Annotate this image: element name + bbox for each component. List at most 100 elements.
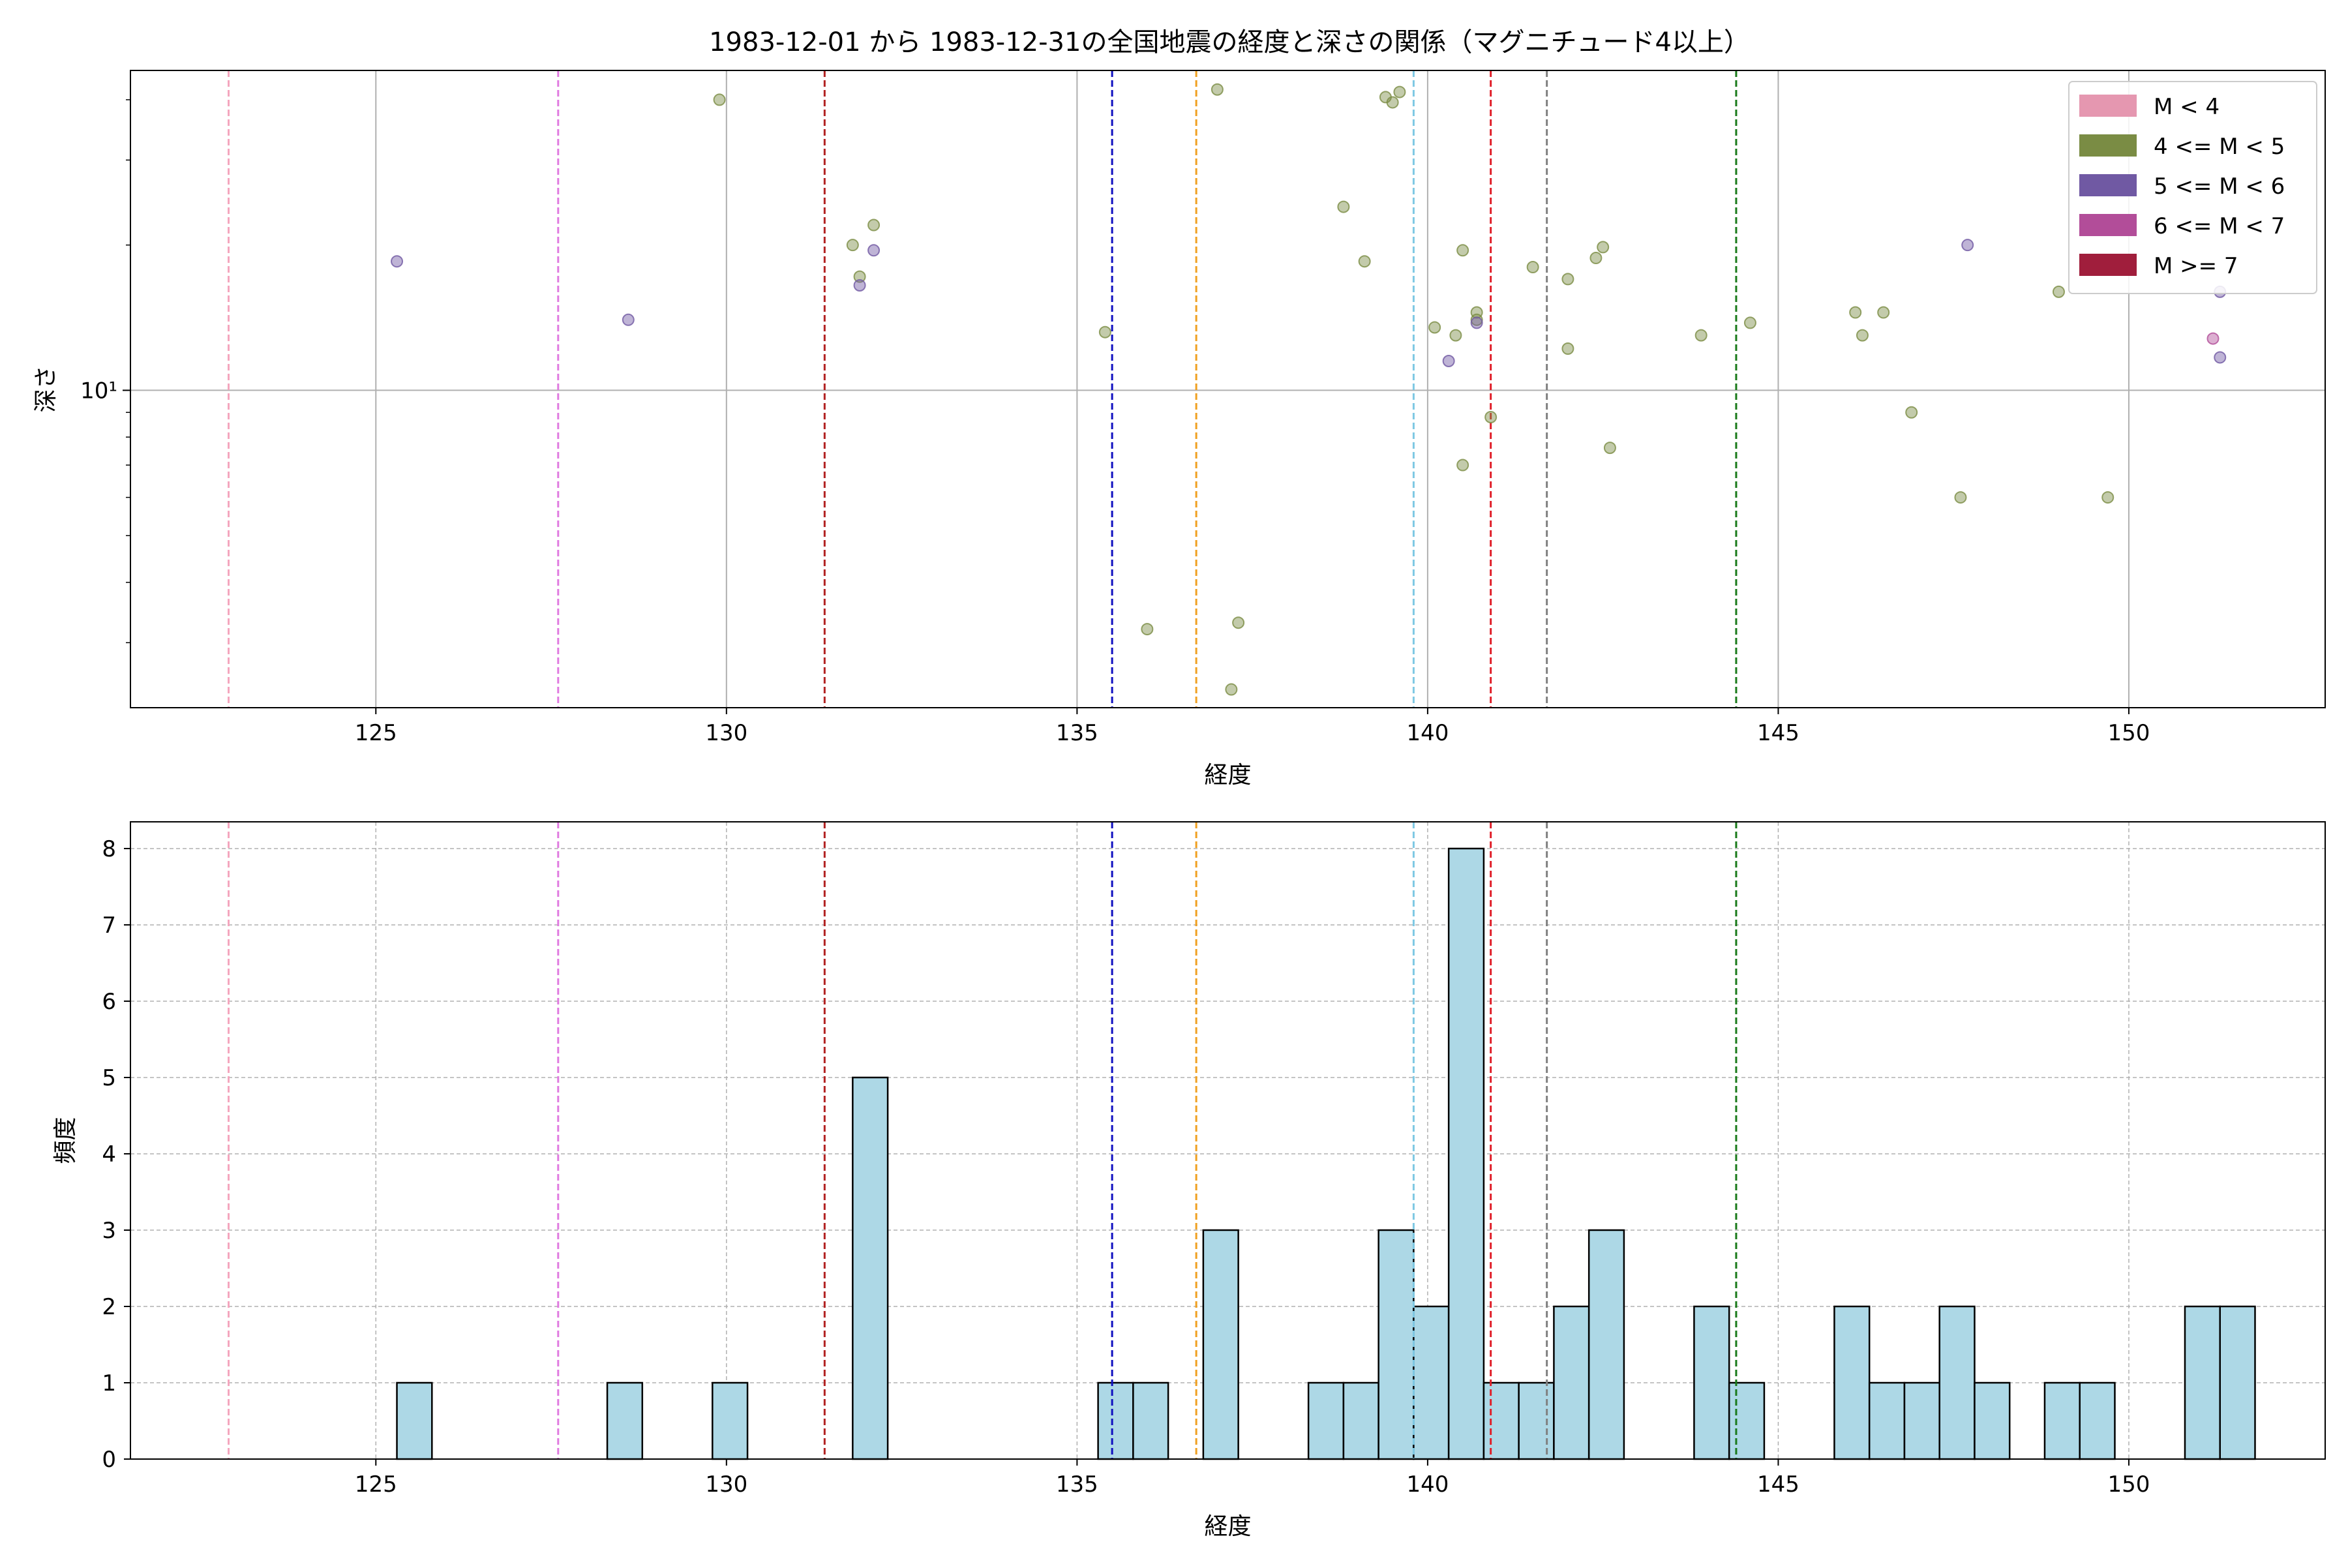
scatter-point — [1905, 406, 1918, 419]
scatter-point — [1470, 313, 1483, 326]
x-tick-label: 130 — [705, 720, 747, 746]
scatter-point — [1470, 316, 1483, 329]
legend-swatch — [2079, 95, 2137, 117]
scatter-point — [1428, 321, 1441, 334]
x-axis-title: 経度 — [1204, 762, 1251, 789]
scatter-point — [2206, 332, 2220, 345]
scatter-point — [1232, 616, 1245, 629]
scatter-point — [1849, 306, 1862, 319]
y-tick-label: 3 — [102, 1218, 116, 1244]
x-tick-label: 140 — [1406, 1471, 1449, 1498]
scatter-point — [391, 255, 404, 268]
scatter-point — [1141, 623, 1154, 636]
scatter-point — [846, 239, 859, 252]
scatter-point — [1456, 244, 1469, 257]
histogram-bar — [1202, 1229, 1239, 1460]
histogram-bar — [1588, 1229, 1625, 1460]
y-tick-label: 1 — [102, 1370, 116, 1396]
histogram-bar — [2219, 1305, 2256, 1460]
histogram-bar — [1342, 1381, 1379, 1460]
scatter-point — [1449, 329, 1462, 342]
x-tick-label: 130 — [705, 1471, 747, 1498]
scatter-point — [2101, 491, 2115, 504]
scatter-point — [853, 270, 866, 283]
scatter-point — [1526, 261, 1539, 274]
scatter-point — [1589, 252, 1603, 265]
histogram-plot: 125 130 135 140 145 150 0 1 2 3 4 5 6 7 8 経度 頻度 — [52, 821, 2326, 1540]
x-tick-label: 140 — [1406, 720, 1449, 746]
histogram-bar — [852, 1076, 889, 1460]
histogram-bar — [1447, 847, 1485, 1460]
scatter-point — [1961, 239, 1974, 252]
x-tick-label: 150 — [2108, 1471, 2150, 1498]
histogram-bar — [1833, 1305, 1871, 1460]
scatter-point — [2214, 351, 2227, 364]
scatter-point — [1098, 325, 1111, 339]
scatter-point — [1561, 273, 1574, 286]
histogram-bar — [1132, 1381, 1169, 1460]
legend-label: M < 4 — [2154, 94, 2220, 120]
histogram-bar — [1413, 1305, 1450, 1460]
legend-swatch — [2079, 254, 2137, 276]
x-tick-label: 150 — [2108, 720, 2150, 746]
legend: M < 4 4 <= M < 5 5 <= M < 6 6 <= M < 7 M >= … — [2068, 81, 2317, 294]
scatter-point — [867, 219, 880, 232]
axes-frame — [130, 821, 2326, 1460]
histogram-bar — [2079, 1381, 2116, 1460]
x-tick-label: 145 — [1757, 720, 1799, 746]
scatter-point — [1225, 683, 1238, 696]
y-axis-title: 深さ — [33, 365, 59, 412]
scatter-point — [867, 244, 880, 257]
scatter-point — [1442, 355, 1455, 368]
x-tick-label: 125 — [355, 1471, 397, 1498]
histogram-bar — [1903, 1381, 1940, 1460]
y-tick-label: 8 — [102, 836, 116, 862]
histogram-bar — [1097, 1381, 1134, 1460]
scatter-point — [713, 93, 726, 106]
x-axis-title: 経度 — [1204, 1513, 1251, 1540]
scatter-point — [1561, 342, 1574, 355]
legend-label: 4 <= M < 5 — [2154, 134, 2285, 160]
scatter-point — [853, 279, 866, 292]
legend-label: M >= 7 — [2154, 253, 2238, 279]
y-tick-label: 10¹ — [80, 378, 117, 404]
histogram-bar — [1483, 1381, 1520, 1460]
histogram-bar — [2043, 1381, 2081, 1460]
x-tick-label: 145 — [1757, 1471, 1799, 1498]
histogram-bar — [1518, 1381, 1555, 1460]
scatter-point — [1694, 329, 1708, 342]
histogram-bar — [1693, 1305, 1730, 1460]
scatter-point — [1603, 442, 1616, 455]
legend-label: 5 <= M < 6 — [2154, 173, 2285, 200]
legend-swatch — [2079, 134, 2137, 157]
histogram-bar — [1938, 1305, 1976, 1460]
histogram-bar — [1553, 1305, 1590, 1460]
scatter-point — [1393, 85, 1406, 98]
scatter-point — [2052, 285, 2065, 298]
y-tick-label: 4 — [102, 1141, 116, 1168]
scatter-point — [1211, 83, 1224, 96]
x-tick-label: 135 — [1056, 1471, 1098, 1498]
histogram-bar — [1307, 1381, 1345, 1460]
scatter-point — [1856, 329, 1869, 342]
legend-swatch — [2079, 214, 2137, 236]
histogram-bar — [1974, 1381, 2011, 1460]
y-axis-title: 頻度 — [52, 1117, 79, 1164]
histogram-bar — [712, 1381, 749, 1460]
scatter-point — [1597, 241, 1610, 254]
y-tick-label: 7 — [102, 912, 116, 939]
histogram-bar — [1728, 1381, 1766, 1460]
histogram-bar — [606, 1381, 644, 1460]
chart-title: 1983-12-01 から 1983-12-31の全国地震の経度と深さの関係（マ… — [709, 27, 1750, 57]
y-tick-label: 0 — [102, 1447, 116, 1473]
scatter-point — [1337, 200, 1350, 213]
scatter-plot: 125 130 135 140 145 150 10¹ 経度 深さ M < 4 4 <= M < 5… — [33, 70, 2326, 789]
y-tick-label: 2 — [102, 1294, 116, 1320]
histogram-bar — [1377, 1229, 1415, 1460]
scatter-point — [1358, 255, 1371, 268]
x-tick-label: 135 — [1056, 720, 1098, 746]
histogram-bar — [1868, 1381, 1906, 1460]
scatter-point — [1484, 410, 1498, 423]
